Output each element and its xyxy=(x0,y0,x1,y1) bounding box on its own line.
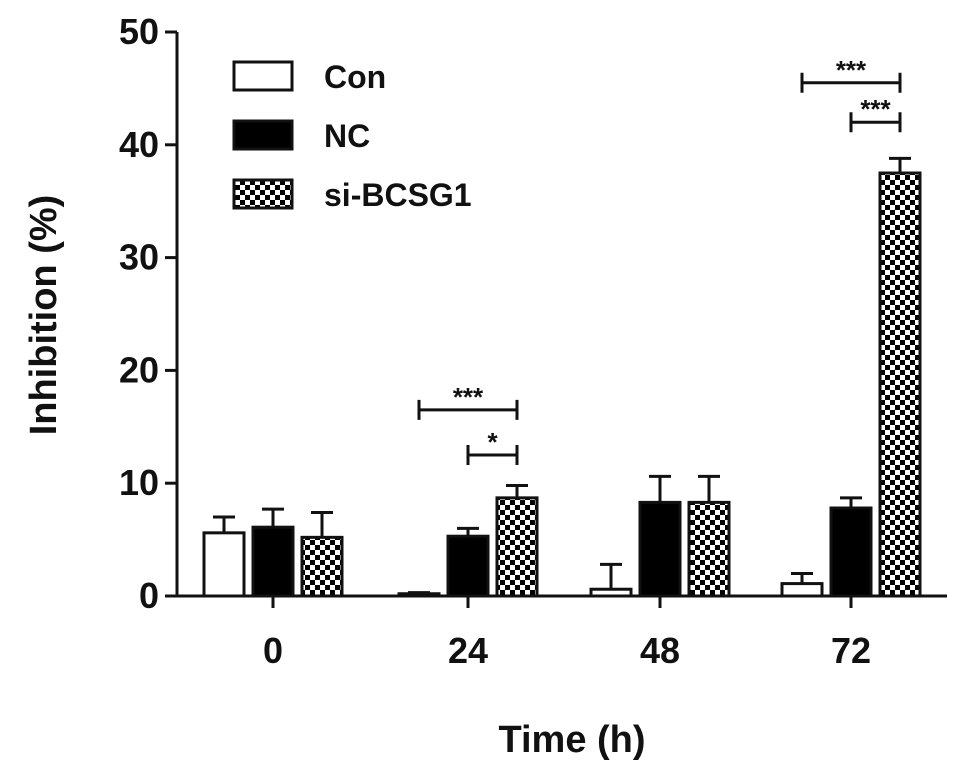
bar-con xyxy=(780,582,824,598)
legend-label: NC xyxy=(324,118,370,154)
y-tick-label: 50 xyxy=(119,11,159,52)
bar-con xyxy=(202,531,246,598)
y-axis-title: Inhibition (%) xyxy=(23,195,65,436)
y-tick-label: 30 xyxy=(119,237,159,278)
bar-si-bcsg1 xyxy=(495,496,539,598)
bar-con xyxy=(589,587,633,598)
significance-label: *** xyxy=(860,94,891,124)
significance-label: *** xyxy=(453,382,484,412)
legend-swatch-con xyxy=(232,60,294,92)
x-tick-label: 24 xyxy=(448,630,488,671)
y-tick-label: 10 xyxy=(119,462,159,503)
significance-layer: ********** xyxy=(417,55,902,465)
bar-si-bcsg1 xyxy=(687,500,731,598)
bar-nc xyxy=(446,534,490,598)
x-tick-label: 48 xyxy=(640,630,680,671)
bar-nc xyxy=(251,525,295,598)
bars-layer xyxy=(202,156,922,598)
legend: Con NC si-BCSG1 xyxy=(232,59,472,213)
bar-nc xyxy=(638,500,682,598)
bar-nc xyxy=(829,506,873,598)
legend-label: Con xyxy=(324,59,386,95)
bar-si-bcsg1 xyxy=(300,535,344,598)
significance-label: * xyxy=(487,427,498,457)
y-tick-label: 40 xyxy=(119,124,159,165)
x-tick-label: 0 xyxy=(263,630,283,671)
bar-si-bcsg1 xyxy=(878,171,922,598)
legend-label: si-BCSG1 xyxy=(324,177,472,213)
x-axis-title: Time (h) xyxy=(498,719,645,761)
x-tick-label: 72 xyxy=(831,630,871,671)
y-tick-label: 20 xyxy=(119,349,159,390)
legend-swatch-nc xyxy=(232,119,294,151)
axes-layer: 0 10 20 30 40 50 0 24 48 72 xyxy=(119,11,947,671)
legend-swatch-si-bcsg1 xyxy=(232,178,294,210)
y-tick-label: 0 xyxy=(139,575,159,616)
significance-label: *** xyxy=(836,55,867,85)
